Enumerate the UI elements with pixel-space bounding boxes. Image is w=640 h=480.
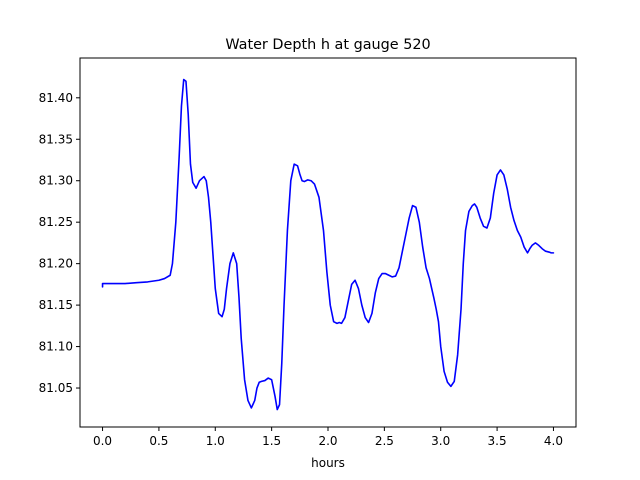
chart-title: Water Depth h at gauge 520 [225,37,430,53]
y-axis-ticks: 81.05 81.10 81.15 81.20 81.25 81.30 81.35 81.40 [39,91,80,395]
x-tick-label: 3.0 [431,434,450,448]
y-tick-label: 81.15 [39,298,73,312]
plot-area [101,78,555,411]
x-tick-label: 0.0 [93,434,112,448]
y-tick-label: 81.10 [39,340,73,354]
y-tick-label: 81.30 [39,174,73,188]
x-tick-label: 2.5 [375,434,394,448]
y-tick-label: 81.05 [39,381,73,395]
y-tick-label: 81.35 [39,132,73,146]
x-tick-label: 1.0 [206,434,225,448]
y-tick-label: 81.20 [39,257,73,271]
x-tick-label: 3.5 [488,434,507,448]
x-axis-label: hours [311,456,345,470]
axes-frame [79,57,577,428]
x-tick-label: 4.0 [544,434,563,448]
series-line [101,78,555,411]
x-axis-ticks: 0.0 0.5 1.0 1.5 2.0 2.5 3.0 3.5 4.0 [93,427,563,448]
y-tick-label: 81.40 [39,91,73,105]
y-tick-label: 81.25 [39,215,73,229]
x-tick-label: 0.5 [149,434,168,448]
x-tick-label: 2.0 [318,434,337,448]
x-tick-label: 1.5 [262,434,281,448]
